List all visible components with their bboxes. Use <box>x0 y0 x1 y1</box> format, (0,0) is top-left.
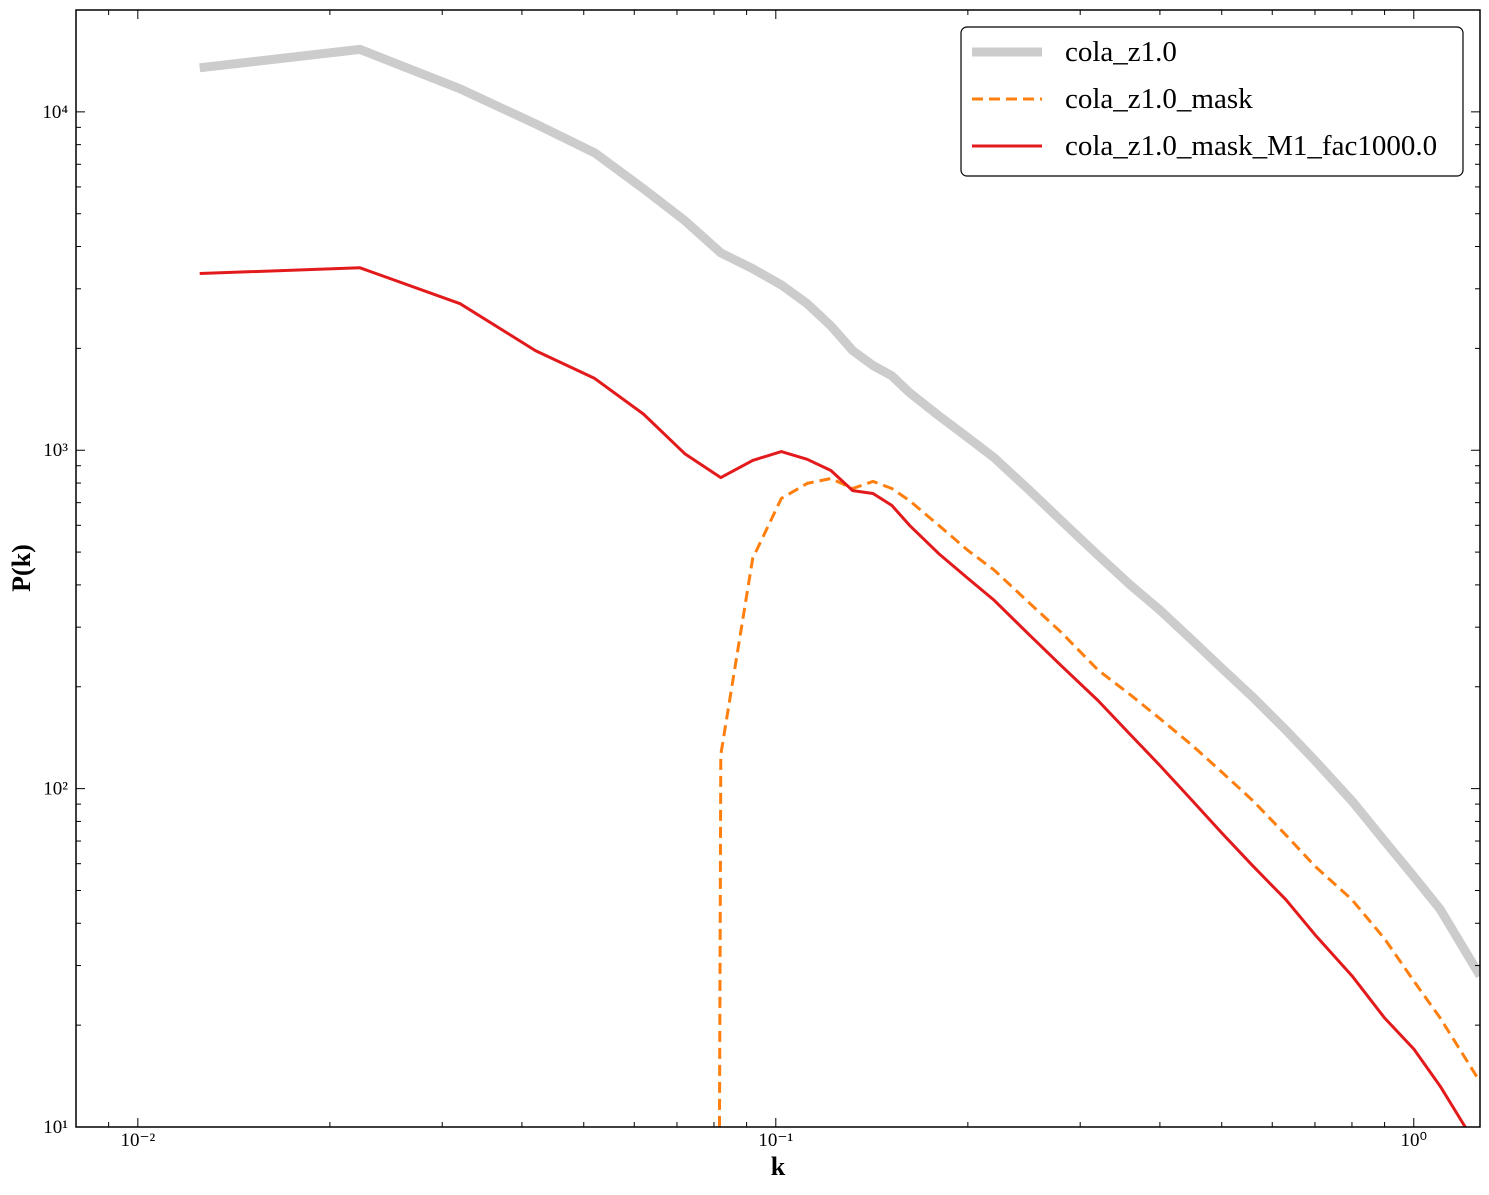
x-tick-label: 10⁻² <box>120 1130 155 1151</box>
series-line <box>717 477 1480 1127</box>
plot-lines <box>199 44 1480 1127</box>
y-tick-label: 10³ <box>43 440 68 461</box>
legend-label: cola_z1.0 <box>1065 36 1177 68</box>
legend-label: cola_z1.0_mask <box>1065 83 1253 115</box>
y-tick-label: 10² <box>43 779 68 800</box>
x-tick-label: 10⁻¹ <box>758 1130 793 1151</box>
y-tick-label: 10¹ <box>43 1117 68 1138</box>
x-axis-label: k <box>771 1152 786 1181</box>
y-axis-label: P(k) <box>7 544 36 592</box>
series-line <box>199 44 1480 979</box>
series-line <box>199 266 1467 1127</box>
legend-box <box>960 26 1464 177</box>
x-tick-label: 10⁰ <box>1400 1130 1427 1151</box>
legend-label: cola_z1.0_mask_M1_fac1000.0 <box>1065 130 1437 162</box>
legend: cola_z1.0 cola_z1.0_mask cola_z1.0_mask_M1… <box>960 26 1464 177</box>
y-tick-label: 10⁴ <box>42 102 68 123</box>
plot-frame <box>75 9 1481 1128</box>
